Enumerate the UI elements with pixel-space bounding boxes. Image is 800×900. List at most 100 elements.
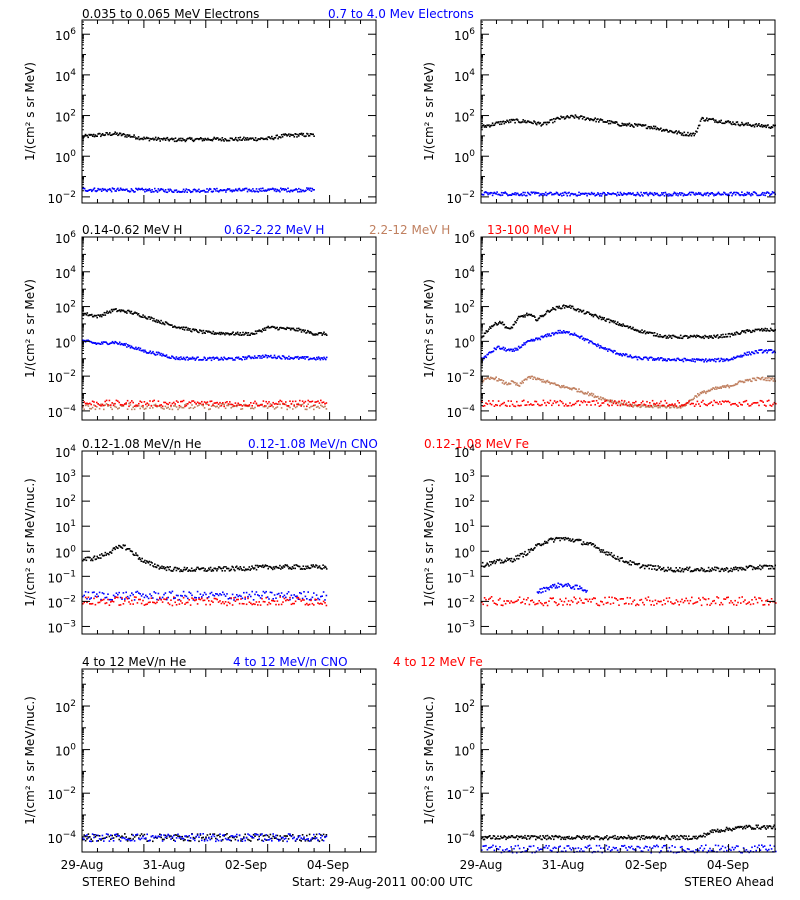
data-point (502, 380, 505, 382)
data-point (259, 357, 261, 359)
data-point (246, 356, 249, 359)
data-point (719, 193, 722, 196)
data-point (203, 356, 206, 359)
data-point (704, 334, 706, 337)
data-point (659, 406, 661, 409)
data-point (724, 120, 727, 123)
data-point (571, 387, 574, 390)
data-point (98, 314, 100, 316)
data-point (227, 598, 230, 600)
data-point (305, 565, 307, 568)
y-tick-label: 102 (454, 109, 475, 125)
data-point (705, 392, 707, 395)
data-point (731, 403, 734, 405)
data-point (236, 598, 238, 601)
data-point (706, 570, 709, 572)
data-point (157, 136, 160, 139)
data-point (731, 123, 733, 126)
data-point (754, 402, 756, 404)
data-point (153, 139, 155, 141)
data-point (693, 405, 696, 407)
data-point (683, 335, 686, 337)
data-point (522, 344, 524, 346)
data-point (247, 568, 250, 571)
data-point (597, 118, 599, 120)
data-point (504, 347, 506, 350)
data-point (728, 386, 731, 389)
data-point (291, 327, 294, 330)
data-point (189, 190, 191, 192)
data-point (178, 603, 181, 605)
data-point (549, 586, 551, 588)
data-point (726, 120, 729, 123)
data-point (710, 118, 713, 121)
data-point (288, 327, 290, 329)
data-point (577, 539, 579, 542)
data-point (508, 119, 511, 121)
data-point (305, 356, 307, 358)
data-point (310, 332, 313, 334)
data-point (186, 138, 188, 140)
data-point (303, 405, 305, 408)
data-point (179, 191, 181, 193)
data-point (190, 330, 193, 333)
data-point (771, 191, 774, 193)
data-point (235, 332, 237, 334)
data-point (562, 332, 564, 334)
data-point (685, 133, 687, 136)
data-point (674, 131, 677, 133)
data-point (706, 404, 708, 407)
data-point (610, 552, 613, 554)
data-point (729, 192, 731, 194)
data-point (82, 595, 84, 598)
data-point (548, 381, 551, 383)
data-point (563, 405, 566, 407)
data-point (638, 562, 641, 565)
data-point (563, 386, 566, 389)
data-point (96, 593, 98, 595)
data-point (656, 404, 659, 407)
data-point (656, 333, 659, 335)
data-point (91, 189, 94, 192)
data-point (497, 599, 500, 601)
data-point (261, 330, 263, 333)
data-point (534, 339, 536, 341)
data-point (127, 309, 130, 312)
data-point (143, 596, 146, 599)
data-point (626, 193, 629, 195)
y-tick-label: 102 (55, 300, 76, 316)
data-point (663, 130, 666, 132)
data-point (657, 335, 659, 338)
data-point (510, 600, 512, 602)
data-point (269, 603, 272, 605)
data-point (762, 565, 765, 567)
data-point (761, 330, 764, 332)
data-point (720, 357, 722, 360)
data-point (133, 596, 136, 598)
data-point (255, 568, 258, 571)
data-point (499, 123, 501, 126)
data-point (618, 194, 621, 196)
data-point (521, 121, 524, 123)
data-point (112, 404, 115, 407)
data-point (136, 188, 138, 190)
data-point (548, 588, 550, 591)
data-point (734, 333, 737, 336)
data-point (613, 349, 615, 352)
data-point (241, 139, 243, 141)
data-point (769, 193, 772, 196)
data-point (661, 193, 664, 196)
data-point (303, 568, 305, 570)
data-point (639, 330, 641, 333)
data-point (495, 348, 497, 351)
data-point (125, 188, 127, 191)
data-point (227, 333, 230, 335)
data-point (760, 124, 763, 126)
data-point (158, 321, 161, 323)
data-point (607, 399, 609, 402)
data-point (725, 567, 728, 569)
data-point (111, 402, 113, 404)
data-point (167, 138, 170, 141)
data-point (316, 333, 319, 336)
data-point (535, 337, 537, 340)
